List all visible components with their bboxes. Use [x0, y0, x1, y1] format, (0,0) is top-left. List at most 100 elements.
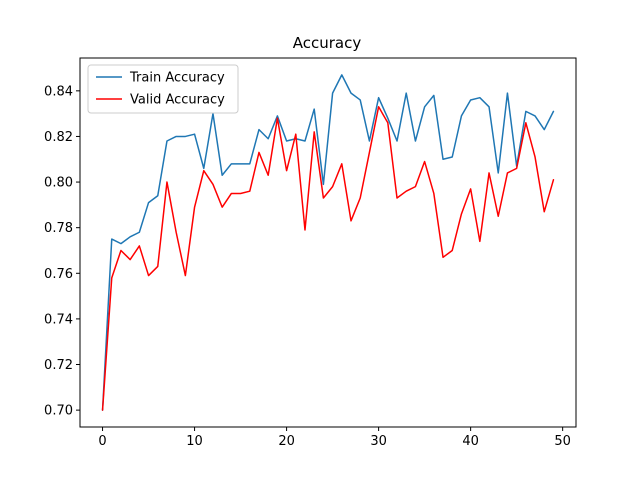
data-point-valid [331, 185, 333, 187]
data-point-train [497, 172, 499, 174]
data-point-train [129, 236, 131, 238]
data-point-valid [258, 151, 260, 153]
data-point-train [322, 183, 324, 185]
x-tick-label: 40 [462, 434, 479, 449]
legend-label-train-accuracy: Train Accuracy [129, 71, 225, 86]
data-point-valid [442, 256, 444, 258]
data-point-valid [525, 122, 527, 124]
y-tick-label: 0.84 [44, 84, 73, 99]
data-point-train [175, 135, 177, 137]
data-point-valid [405, 190, 407, 192]
data-point-valid [377, 106, 379, 108]
data-point-valid [534, 156, 536, 158]
legend-box [87, 64, 239, 114]
data-point-train [138, 231, 140, 233]
data-point-train [442, 158, 444, 160]
data-point-valid [423, 160, 425, 162]
x-tick-label: 0 [98, 434, 106, 449]
data-point-train [479, 96, 481, 98]
y-tick-label: 0.70 [44, 404, 73, 419]
data-point-valid [304, 229, 306, 231]
data-point-train [221, 174, 223, 176]
data-point-valid [460, 213, 462, 215]
data-point-train [120, 242, 122, 244]
data-point-train [359, 99, 361, 101]
y-tick-label: 0.82 [44, 130, 73, 145]
data-point-train [552, 110, 554, 112]
y-tick-label: 0.74 [44, 312, 73, 327]
data-point-valid [506, 172, 508, 174]
series-line-valid-accuracy [101, 106, 555, 411]
data-point-train [276, 115, 278, 117]
data-point-valid [387, 122, 389, 124]
data-point-valid [313, 131, 315, 133]
data-point-train [331, 92, 333, 94]
data-point-train [230, 163, 232, 165]
data-point-train [387, 117, 389, 119]
data-point-valid [295, 133, 297, 135]
x-tick-label: 20 [278, 434, 295, 449]
data-point-valid [267, 174, 269, 176]
data-point-valid [341, 163, 343, 165]
data-point-train [313, 108, 315, 110]
legend-label-valid-accuracy: Valid Accuracy [130, 93, 225, 108]
data-point-valid [203, 169, 205, 171]
data-point-train [368, 140, 370, 142]
data-point-train [341, 74, 343, 76]
data-point-train [543, 128, 545, 130]
data-point-valid [138, 245, 140, 247]
data-point-train [249, 163, 251, 165]
data-point-train [451, 156, 453, 158]
data-point-train [111, 238, 113, 240]
axes: 0 10 20 30 40 50 0.70 0.72 0.74 0.76 0.78 0.80 0.82 0… [44, 57, 577, 449]
data-point-train [488, 106, 490, 108]
data-point-train [304, 140, 306, 142]
data-point-train [423, 106, 425, 108]
data-point-valid [414, 185, 416, 187]
data-point-train [469, 99, 471, 101]
data-point-valid [166, 181, 168, 183]
y-tick-label: 0.72 [44, 358, 73, 373]
data-point-valid [221, 206, 223, 208]
data-point-train [239, 163, 241, 165]
data-point-valid [350, 220, 352, 222]
data-point-train [166, 140, 168, 142]
data-point-valid [111, 277, 113, 279]
data-point-train [157, 195, 159, 197]
data-point-train [525, 110, 527, 112]
data-point-train [405, 92, 407, 94]
data-point-valid [479, 240, 481, 242]
data-point-train [267, 138, 269, 140]
data-point-valid [239, 192, 241, 194]
data-point-valid [175, 231, 177, 233]
data-point-train [193, 133, 195, 135]
data-point-valid [212, 183, 214, 185]
data-point-valid [396, 197, 398, 199]
series-line-train-accuracy [101, 74, 555, 411]
data-point-valid [120, 249, 122, 251]
data-point-train [433, 94, 435, 96]
series-lines [101, 74, 555, 411]
data-point-train [506, 92, 508, 94]
data-point-valid [230, 192, 232, 194]
y-tick-label: 0.80 [44, 176, 73, 191]
data-point-valid [552, 179, 554, 181]
data-point-train [184, 135, 186, 137]
data-point-valid [451, 249, 453, 251]
plot-frame [79, 57, 577, 428]
data-point-valid [101, 409, 103, 411]
data-point-train [147, 201, 149, 203]
y-tick-label: 0.76 [44, 267, 73, 282]
data-point-train [285, 140, 287, 142]
data-point-train [258, 128, 260, 130]
data-point-train [460, 115, 462, 117]
x-tick-label: 30 [370, 434, 387, 449]
data-point-valid [285, 169, 287, 171]
data-point-valid [488, 172, 490, 174]
data-point-train [396, 140, 398, 142]
data-point-valid [322, 197, 324, 199]
data-point-valid [129, 258, 131, 260]
data-point-train [377, 96, 379, 98]
data-point-valid [368, 151, 370, 153]
